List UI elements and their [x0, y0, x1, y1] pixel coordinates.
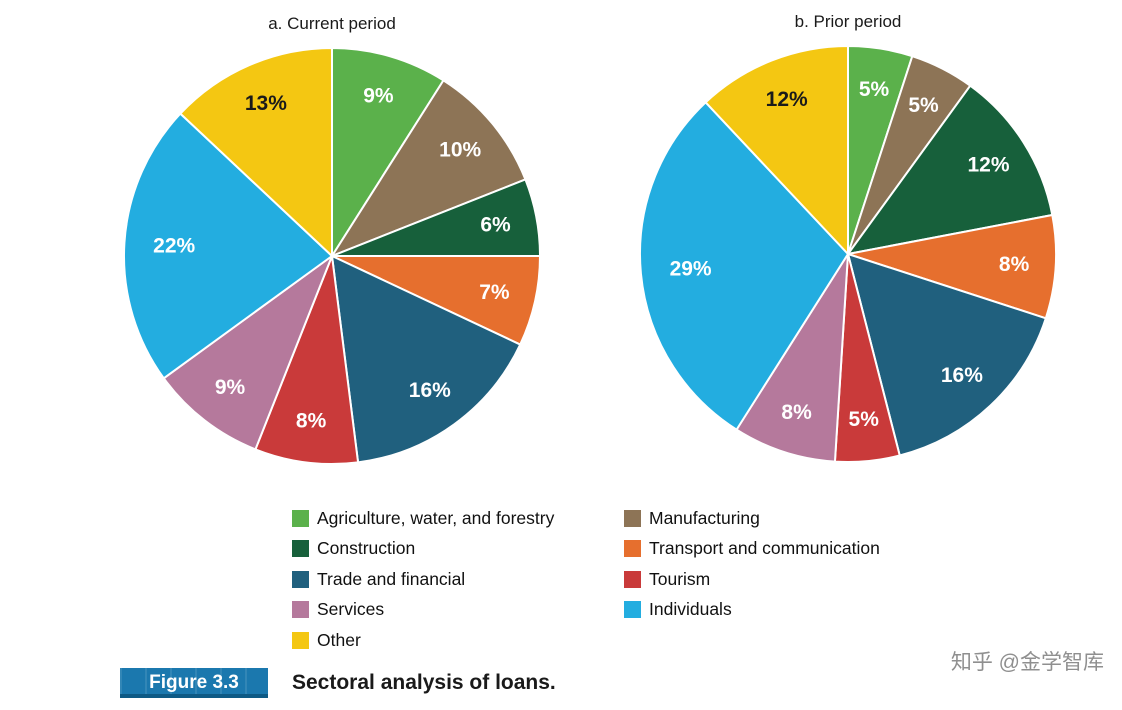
legend-label-services: Services [317, 599, 385, 619]
pie-slice-construction [847, 84, 1054, 255]
pie-slice-label-agriculture-water-and-forestry: 5% [859, 78, 890, 101]
pie-slice-label-construction: 12% [967, 153, 1009, 176]
pie-slice-label-trade-and-financial: 16% [409, 379, 451, 402]
pie-slice-label-manufacturing: 5% [908, 94, 939, 117]
legend-item-construction: Construction [292, 538, 554, 558]
pie-slice-label-construction: 6% [480, 213, 511, 236]
pie-slice-label-services: 9% [215, 376, 246, 399]
pie-slice-trade-and-financial [331, 255, 522, 464]
legend-swatch-agriculture [292, 509, 309, 527]
legend-item-trade-financial: Trade and financial [292, 568, 554, 589]
legend-item-manufacturing: Manufacturing [624, 507, 880, 528]
pie-svg-current-period: 9% 10% 6% 7% 16% 8% 9% 22% 13% [122, 47, 541, 465]
pie-slice-other [179, 47, 333, 257]
legend-swatch-transport [624, 540, 641, 557]
legend-item-tourism: Tourism [624, 568, 880, 589]
pie-slice-label-other: 12% [766, 88, 808, 111]
figure-caption: Sectoral analysis of loans. [292, 671, 556, 694]
legend-label-trade-financial: Trade and financial [317, 568, 466, 589]
pie-slice-label-agriculture-water-and-forestry: 9% [363, 85, 394, 108]
legend-swatch-tourism [624, 570, 641, 588]
legend-label-tourism: Tourism [649, 568, 711, 589]
legend-swatch-manufacturing [624, 509, 641, 527]
figure-number-tag: Figure 3.3 [120, 668, 268, 698]
legend-swatch-individuals [624, 601, 641, 618]
legend-label-manufacturing: Manufacturing [649, 507, 760, 528]
legend-swatch-construction [292, 540, 309, 557]
legend-item-individuals: Individuals [624, 599, 880, 619]
pie-svg-prior-period: 5% 5% 12% 8% 16% 5% 8% 29% 12% [639, 45, 1057, 463]
figure-caption-row: Figure 3.3 Sectoral analysis of loans. [120, 668, 556, 698]
pie-slice-tourism [254, 255, 360, 465]
pie-slice-individuals [122, 112, 333, 380]
pie-slice-individuals [639, 101, 849, 431]
chart-title-prior-period: b. Prior period [794, 12, 902, 31]
legend-item-transport: Transport and communication [624, 538, 880, 558]
pie-slice-label-transport-and-communication: 7% [479, 281, 510, 304]
pie-slice-label-tourism: 5% [849, 408, 880, 431]
legend-label-transport: Transport and communication [649, 538, 880, 558]
legend-item-agriculture: Agriculture, water, and forestry [292, 507, 555, 528]
pie-slice-label-manufacturing: 10% [439, 138, 481, 161]
legend-label-construction: Construction [317, 538, 416, 558]
legend-column-1: Agriculture, water, and forestry Constru… [292, 507, 555, 662]
legend-label-agriculture: Agriculture, water, and forestry [317, 507, 555, 528]
legend-column-2: Manufacturing Transport and communicatio… [624, 507, 880, 631]
legend-swatch-services [292, 601, 309, 618]
legend-label-individuals: Individuals [649, 599, 732, 619]
pie-slice-label-transport-and-communication: 8% [999, 253, 1030, 276]
pie-slice-agriculture-water-and-forestry [331, 47, 445, 257]
pie-slice-services [162, 255, 333, 451]
pie-chart-current-period: a. Current period 9% 10% 6% 7% 16% 8% 9% 22% 13% [120, 14, 544, 468]
chart-title-current-period: a. Current period [268, 14, 396, 33]
watermark: 知乎 @金学智库 [950, 651, 1104, 674]
pie-slice-label-trade-and-financial: 16% [941, 364, 983, 387]
pie-slice-trade-and-financial [847, 253, 1047, 457]
legend-label-other: Other [317, 629, 361, 650]
legend-item-other: Other [292, 629, 554, 650]
pie-slice-other [704, 45, 849, 255]
pie-slice-label-other: 13% [245, 92, 287, 115]
pie-slice-label-individuals: 29% [670, 257, 712, 280]
pie-chart-prior-period: b. Prior period 5% 5% 12% 8% 16% 5% 8% 29% 12% [636, 12, 1060, 466]
legend-swatch-trade-financial [292, 570, 309, 588]
pie-slice-label-tourism: 8% [296, 410, 327, 433]
pie-slice-label-services: 8% [781, 401, 812, 424]
pie-slice-services [735, 253, 849, 463]
pie-slice-transport-and-communication [847, 214, 1057, 320]
legend-item-services: Services [292, 599, 554, 619]
legend-swatch-other [292, 631, 309, 649]
pie-slice-label-individuals: 22% [153, 235, 195, 258]
pie-slice-manufacturing [331, 79, 527, 257]
